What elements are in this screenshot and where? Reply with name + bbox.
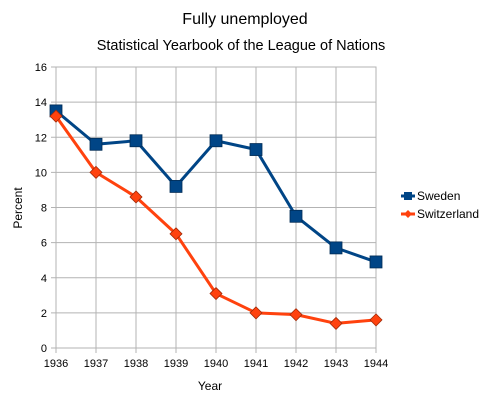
series-switzerland — [49, 109, 383, 330]
data-point-sweden — [129, 134, 143, 148]
legend-label: Switzerland — [417, 207, 479, 221]
x-tick-label: 1939 — [164, 358, 188, 370]
data-point-switzerland — [329, 316, 343, 330]
y-tick-label: 2 — [41, 308, 47, 320]
data-point-sweden — [249, 143, 263, 156]
y-axis-label: Percent — [11, 187, 25, 229]
y-tick-label: 16 — [35, 62, 47, 74]
data-point-switzerland — [369, 313, 383, 327]
x-tick-label: 1942 — [284, 358, 308, 370]
data-point-sweden — [369, 255, 383, 269]
legend-item-sweden: Sweden — [401, 189, 460, 203]
x-tick-label: 1936 — [44, 358, 68, 370]
y-axis-ticks: 0 2 4 6 8 10 12 14 16 — [35, 62, 56, 355]
data-point-sweden — [209, 134, 223, 148]
y-tick-label: 4 — [41, 273, 47, 285]
series-group — [49, 104, 383, 330]
legend-item-switzerland: Switzerland — [401, 207, 479, 221]
data-point-switzerland — [289, 308, 303, 322]
legend-marker — [404, 210, 412, 218]
data-point-switzerland — [249, 306, 263, 320]
x-tick-label: 1941 — [244, 358, 268, 370]
data-point-switzerland — [169, 227, 183, 241]
data-point-sweden — [89, 137, 103, 151]
data-point-sweden — [329, 241, 343, 255]
x-tick-label: 1940 — [204, 358, 228, 370]
data-point-switzerland — [89, 165, 103, 179]
legend: Sweden Switzerland — [401, 189, 479, 221]
chart-title: Fully unemployed — [182, 11, 307, 28]
x-tick-label: 1938 — [124, 358, 148, 370]
y-tick-label: 12 — [35, 132, 47, 144]
legend-marker — [404, 192, 412, 200]
y-tick-label: 0 — [41, 343, 47, 355]
x-axis-ticks: 1936 1937 1938 1939 1940 1941 1942 1943 1944 — [44, 348, 388, 370]
chart-subtitle: Statistical Yearbook of the League of Na… — [97, 38, 386, 54]
x-tick-label: 1943 — [324, 358, 348, 370]
y-tick-label: 6 — [41, 238, 47, 250]
data-point-switzerland — [209, 286, 223, 301]
y-tick-label: 14 — [35, 97, 47, 109]
data-point-sweden — [289, 209, 303, 223]
y-tick-label: 10 — [35, 167, 47, 179]
data-point-sweden — [169, 180, 183, 193]
x-tick-label: 1937 — [84, 358, 108, 370]
y-tick-label: 8 — [41, 203, 47, 215]
x-tick-label: 1944 — [364, 358, 388, 370]
grid — [55, 66, 377, 349]
x-axis-label: Year — [198, 379, 222, 393]
legend-label: Sweden — [417, 189, 460, 203]
data-point-switzerland — [129, 190, 143, 204]
data-point-switzerland — [49, 109, 63, 123]
